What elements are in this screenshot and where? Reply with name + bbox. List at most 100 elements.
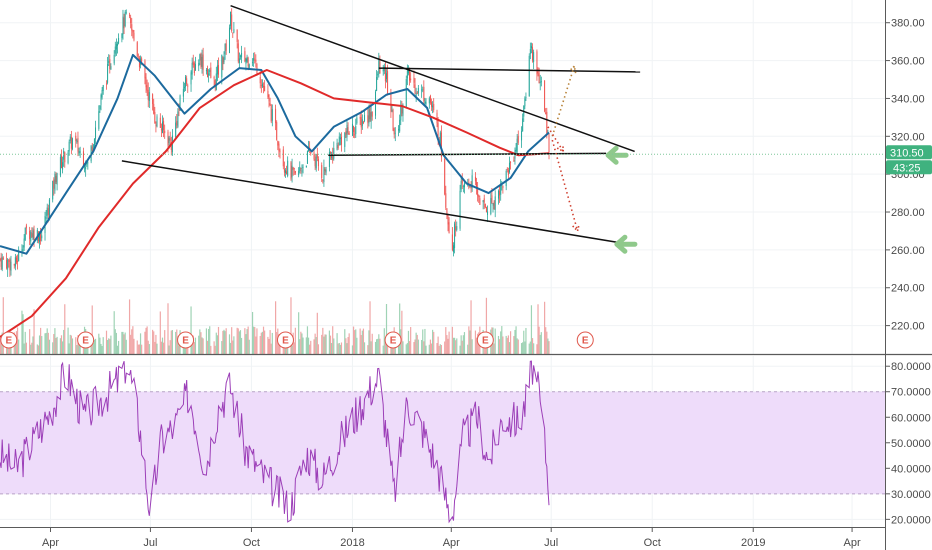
candle-body <box>286 171 288 174</box>
volume-bar <box>38 335 41 354</box>
time-tick-label: Oct <box>243 537 260 549</box>
volume-bar <box>68 343 70 354</box>
candle-body <box>70 137 72 149</box>
volume-bar <box>114 329 116 354</box>
volume-bar <box>422 329 424 354</box>
candle-body <box>82 151 84 167</box>
candle-body <box>510 161 512 163</box>
candle-body <box>10 261 12 271</box>
projection-arrowhead <box>572 223 580 233</box>
candle-body <box>322 179 324 181</box>
volume-bar <box>548 341 550 354</box>
candle-body <box>292 167 294 170</box>
volume-bar <box>305 337 307 354</box>
candle-body <box>245 58 247 65</box>
candle-body <box>353 126 355 132</box>
volume-bar <box>205 328 208 354</box>
candle-body <box>222 57 224 65</box>
volume-bar <box>99 337 101 354</box>
candle-body <box>133 32 135 41</box>
rsi-pane[interactable] <box>0 356 885 527</box>
candle-body <box>513 160 515 162</box>
time-tick-label: Apr <box>843 537 860 549</box>
candle-body <box>477 189 479 196</box>
candle-body <box>401 106 403 114</box>
volume-bar <box>33 309 35 354</box>
volume-bar <box>379 338 381 354</box>
volume-bar <box>430 343 433 354</box>
candle-body <box>336 142 338 150</box>
volume-bar <box>362 328 365 354</box>
candle-body <box>47 208 49 215</box>
volume-bar <box>177 336 179 354</box>
current-price-badge: 310.50 <box>886 145 932 160</box>
volume-bar <box>267 336 269 354</box>
price-axis[interactable]: 380.00360.00340.00320.00300.00280.00260.… <box>885 18 925 333</box>
candle-body <box>209 69 211 72</box>
earnings-marker-label: E <box>582 336 589 347</box>
volume-bar <box>378 334 380 354</box>
candle-body <box>148 92 150 102</box>
volume-bar <box>167 303 169 354</box>
volume-bar <box>154 341 156 354</box>
candle-body <box>91 146 93 151</box>
candle-body <box>439 132 441 145</box>
rsi-axis[interactable]: 80.0000 70.0000 60.0000 50.0000 40.0000 30.00… <box>885 361 931 526</box>
volume-bar <box>117 340 120 354</box>
moving-average-line <box>0 53 550 255</box>
volume-bar <box>264 330 266 354</box>
volume-bar <box>439 344 441 354</box>
candle-body <box>382 69 384 72</box>
volume-bar <box>306 326 309 354</box>
candle-body <box>68 141 70 152</box>
trendline <box>328 152 607 156</box>
time-axis[interactable]: Apr Jul Oct 2018 Apr Jul Oct 2019 Apr <box>42 527 861 549</box>
candle-body <box>347 127 349 133</box>
candle-body <box>452 245 454 252</box>
candle-body <box>78 151 80 154</box>
volume-bar <box>505 335 507 354</box>
candle-body <box>306 150 308 164</box>
volume-bar <box>287 344 289 354</box>
candle-body <box>315 156 317 169</box>
candle-body <box>64 152 66 163</box>
candle-body <box>218 64 220 75</box>
volume-bar <box>302 337 304 354</box>
volume-bar <box>105 330 108 354</box>
candle-body <box>228 27 230 54</box>
candle-body <box>164 130 166 134</box>
volume-bar <box>344 329 346 354</box>
candle-body <box>207 68 209 78</box>
candle-body <box>267 90 269 98</box>
candle-body <box>451 234 453 251</box>
volume-bar <box>371 333 373 354</box>
candle-body <box>345 131 347 135</box>
current-price-label: 310.50 <box>890 147 924 159</box>
volume-bar <box>290 297 292 354</box>
volume-bar <box>238 331 240 354</box>
candle-body <box>287 160 289 176</box>
trendline <box>378 67 641 73</box>
candle-body <box>132 29 134 33</box>
candle-body <box>393 128 395 135</box>
volume-bar <box>374 341 377 354</box>
volume-bar <box>176 329 178 354</box>
volume-bar <box>170 330 172 354</box>
candle-body <box>331 155 333 158</box>
countdown-badge: 43:25 <box>886 160 932 175</box>
volume-bar <box>301 333 303 354</box>
candle-body <box>340 136 342 145</box>
volume-bar <box>307 337 310 354</box>
volume-bar <box>470 300 472 354</box>
volume-bar <box>445 327 447 354</box>
price-tick-label: 240.00 <box>891 283 925 295</box>
candle-body <box>156 116 158 127</box>
volume-bar <box>210 345 212 354</box>
volume-bar <box>391 344 393 354</box>
volume-bar <box>397 340 400 354</box>
candle-body <box>53 179 55 189</box>
volume-bar <box>169 340 171 354</box>
candle-body <box>39 235 41 242</box>
